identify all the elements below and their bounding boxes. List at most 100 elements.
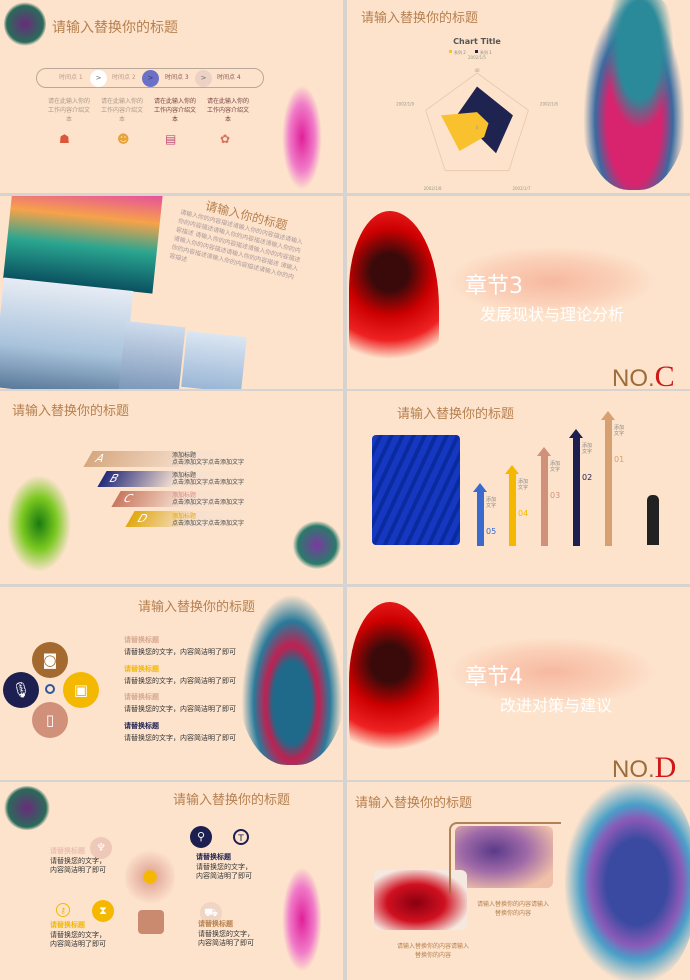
item-text: 点击添加文字点击添加文字 bbox=[172, 499, 245, 506]
ink-flower-image bbox=[4, 786, 50, 830]
step-number: 04 bbox=[518, 509, 529, 518]
slide-title: 请输入替换你的标题 bbox=[355, 796, 473, 811]
slide-3[interactable]: 请输入你的标题 请输入你的内容描述请输入你的内容描述请输入你的内容描述请输入你的… bbox=[0, 196, 343, 389]
item-text: 点击添加文字点击添加文字 bbox=[172, 479, 245, 486]
item-text: 点击添加文字点击添加文字 bbox=[172, 520, 245, 527]
wine-icon: ♆ bbox=[90, 837, 112, 859]
step-label: 添加文字 bbox=[518, 479, 529, 491]
item-heading: 添加标题 bbox=[172, 472, 197, 479]
brush-stroke bbox=[447, 637, 657, 707]
caption-2: 请输入替换你的内容请输入替换你的内容 bbox=[397, 943, 470, 959]
item-text: 请替换您的文字，内容简洁明了即可 bbox=[50, 857, 106, 874]
pink-ink-image bbox=[282, 85, 322, 190]
slide-title: 请输入替换你的标题 bbox=[361, 11, 479, 26]
ink-cloud-image bbox=[238, 587, 343, 765]
slide-9[interactable]: 请输入替换你的标题 ⚲ T ⧗ ⚷ ♆ ⛟ 请替换标题 请替换您的文字，内容简洁… bbox=[0, 782, 343, 980]
desc-3: 请在此输入你的工作内容介绍文本 bbox=[154, 98, 197, 123]
pink-ink-image bbox=[282, 867, 322, 972]
legend-label: 系列 1 bbox=[480, 49, 492, 55]
slide-title: 请输入替换你的标题 bbox=[397, 407, 515, 422]
slide-2[interactable]: 请输入替换你的标题 Chart Title 系列 2 系列 1 2002/1/5 200… bbox=[347, 0, 690, 193]
center-ring-icon bbox=[45, 684, 55, 694]
item-heading: 添加标题 bbox=[172, 513, 197, 520]
caption-1: 请输入替换你的内容请输入替换你的内容 bbox=[477, 901, 550, 917]
woman-silhouette-image bbox=[349, 211, 439, 386]
bulb-base bbox=[138, 910, 164, 934]
step-number: 02 bbox=[582, 473, 593, 482]
axis-label: 2002/1/9 bbox=[396, 102, 414, 107]
slide-5[interactable]: 请输入替换你的标题 A B C D 添加标题 点击添加文字点击添加文字 添加标题点… bbox=[0, 391, 343, 584]
team-icon: ✿ bbox=[220, 132, 231, 146]
item-heading: 添加标题 bbox=[172, 452, 197, 459]
axis-label: 2002/1/6 bbox=[540, 102, 558, 107]
slide-6[interactable]: 请输入替换你的标题 05 添加文字 04 添加文字 03 添加文字 02 添加文字 01 添加文字 bbox=[347, 391, 690, 584]
ink-cloud-image bbox=[565, 782, 690, 980]
camera-icon: ◙ bbox=[32, 642, 68, 678]
sky-image bbox=[181, 331, 247, 389]
slide-1[interactable]: 请输入替换你的标题 时间点 1 > 时间点 2 > 时间点 3 > 时间点 4 … bbox=[0, 0, 343, 193]
chapter-number: 章节4 bbox=[465, 665, 523, 690]
step-label: 添加文字 bbox=[550, 461, 561, 473]
step-arrow bbox=[477, 491, 484, 546]
item-text: 点击添加文字点击添加文字 bbox=[172, 459, 245, 466]
chart-title: Chart Title bbox=[453, 37, 501, 46]
chapter-no-label: NO.D bbox=[612, 751, 677, 780]
purple-ink-photo bbox=[455, 826, 553, 888]
item-heading: 请替换标题 bbox=[198, 920, 233, 928]
save-icon: ▣ bbox=[63, 672, 99, 708]
slide-7[interactable]: 请输入替换你的标题 ◙ 🎙 ▣ ▯ 请替换标题 请替换您的文字，内容简洁明了即可… bbox=[0, 587, 343, 780]
item-text: 请替换您的文字，内容简洁明了即可 bbox=[196, 863, 252, 880]
slide-10[interactable]: 请输入替换你的标题 请输入替换你的内容请输入替换你的内容 请输入替换你的内容请输… bbox=[347, 782, 690, 980]
radar-series-系列 2 bbox=[441, 112, 489, 152]
step-number: 05 bbox=[486, 527, 497, 536]
timeline-point-3: 时间点 3 bbox=[165, 74, 189, 81]
woman-silhouette-image bbox=[349, 602, 439, 777]
ink-flower-image bbox=[4, 2, 46, 46]
item-text: 请替换您的文字，内容简洁明了即可 bbox=[50, 931, 106, 948]
microphone-icon: 🎙 bbox=[3, 672, 39, 708]
step-label: 添加文字 bbox=[582, 443, 593, 455]
cart-icon: ⛟ bbox=[200, 902, 222, 924]
timeline-point-1: 时间点 1 bbox=[59, 74, 83, 81]
legend-swatch bbox=[449, 50, 452, 53]
item-heading: 请替换标题 bbox=[124, 693, 159, 701]
arrow-head bbox=[537, 447, 551, 456]
step-number: 03 bbox=[550, 491, 561, 500]
arrow-head bbox=[601, 411, 615, 420]
tick-label: 0 bbox=[476, 125, 479, 130]
axis-label: 2002/1/7 bbox=[512, 186, 530, 191]
item-heading: 请替换标题 bbox=[124, 636, 159, 644]
step-label: 添加文字 bbox=[486, 497, 497, 509]
desc-2: 请在此输入你的工作内容介绍文本 bbox=[101, 98, 144, 123]
paint-roller-icon: T bbox=[233, 829, 249, 845]
red-ink-photo bbox=[374, 870, 467, 930]
step-arrow bbox=[605, 419, 612, 546]
pillars-image bbox=[118, 321, 186, 389]
businessman-image bbox=[647, 495, 659, 545]
ink-cloud-image bbox=[579, 0, 689, 190]
arrow-head bbox=[569, 429, 583, 438]
slide-8[interactable]: 章节4 改进对策与建议 NO.D bbox=[347, 587, 690, 780]
hourglass-icon: ⧗ bbox=[92, 900, 114, 922]
timeline-arrow: > bbox=[142, 70, 159, 87]
item-heading: 请替换标题 bbox=[50, 921, 85, 929]
slide-4[interactable]: 章节3 发展现状与理论分析 NO.C bbox=[347, 196, 690, 389]
step-arrow bbox=[541, 455, 548, 546]
frame-line bbox=[449, 822, 561, 894]
slide-title: 请输入替换你的标题 bbox=[173, 793, 291, 808]
search-icon: ⚲ bbox=[190, 826, 212, 848]
legend-swatch bbox=[475, 50, 478, 53]
timeline-bar: 时间点 1 > 时间点 2 > 时间点 3 > 时间点 4 bbox=[36, 68, 264, 88]
chapter-subtitle: 发展现状与理论分析 bbox=[480, 305, 625, 324]
support-icon: ☻ bbox=[117, 132, 130, 146]
timeline-arrow: > bbox=[90, 70, 107, 87]
step-number: 01 bbox=[614, 455, 625, 464]
ink-flower-image bbox=[292, 521, 342, 569]
arrow-head bbox=[473, 483, 487, 492]
chapter-no-label: NO.C bbox=[612, 360, 675, 389]
chapter-subtitle: 改进对策与建议 bbox=[500, 696, 613, 715]
item-text: 请替换您的文字，内容简洁明了即可 bbox=[124, 648, 236, 656]
radar-grid bbox=[425, 72, 529, 172]
green-ink-image bbox=[4, 471, 74, 576]
